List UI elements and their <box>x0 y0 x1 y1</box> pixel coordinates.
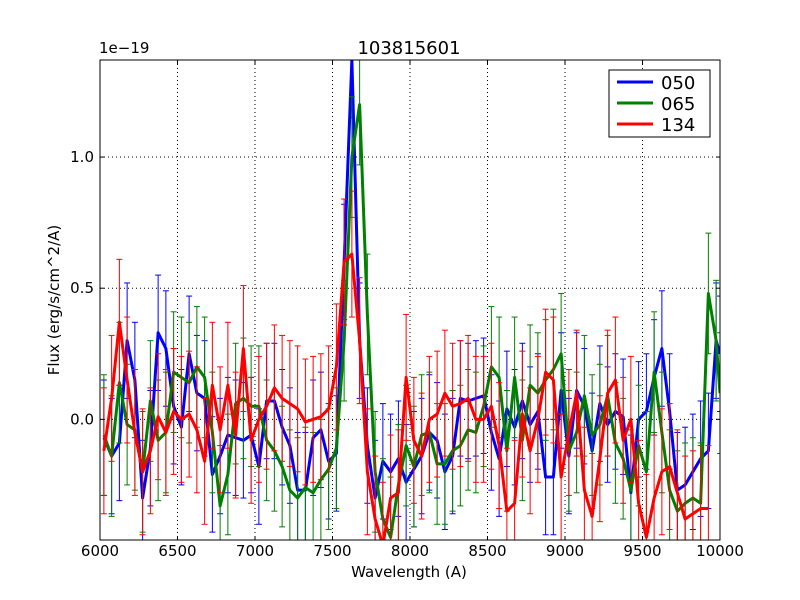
legend-label: 050 <box>661 73 695 94</box>
x-tick-label: 7500 <box>313 542 351 560</box>
x-tick-label: 8000 <box>391 542 429 560</box>
y-offset-text: 1e−19 <box>99 39 149 57</box>
series-line-134 <box>102 252 709 540</box>
y-tick-label: 0.0 <box>70 410 94 428</box>
x-tick-label: 10000 <box>696 542 744 560</box>
x-tick-label: 7000 <box>236 542 274 560</box>
x-tick-label: 9500 <box>623 542 661 560</box>
x-tick-label: 8500 <box>468 542 506 560</box>
y-tick-label: 1.0 <box>70 148 94 166</box>
ticks: 6000 6500 7000 7500 8000 8500 9000 9500 10000 0.0… <box>70 60 744 560</box>
legend-label: 134 <box>661 115 695 136</box>
chart-title: 103815601 <box>357 38 460 59</box>
y-axis-label: Flux (erg/s/cm^2/A) <box>45 225 63 376</box>
legend-label: 065 <box>661 94 695 115</box>
y-tick-label: 0.5 <box>70 279 94 297</box>
x-tick-label: 6500 <box>158 542 196 560</box>
series-layer <box>100 60 720 540</box>
x-tick-label: 6000 <box>81 542 119 560</box>
x-axis-label: Wavelength (A) <box>351 563 467 581</box>
x-tick-label: 9000 <box>546 542 584 560</box>
